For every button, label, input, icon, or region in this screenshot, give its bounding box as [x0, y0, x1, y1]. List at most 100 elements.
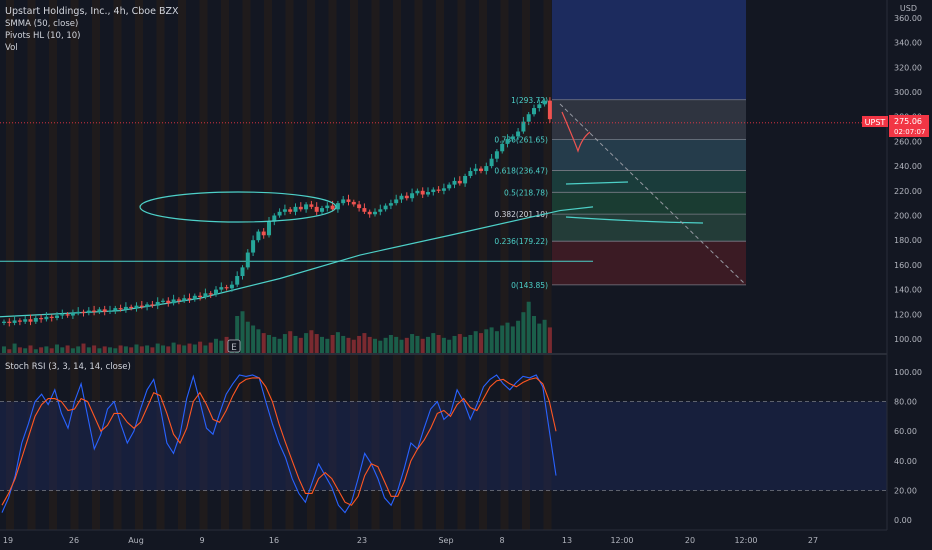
indicator-vol-label[interactable]: Vol [5, 43, 18, 53]
stoch-rsi-label[interactable]: Stoch RSI (3, 3, 14, 14, close) [5, 362, 131, 372]
candle-body [526, 114, 531, 122]
candle-body [224, 287, 229, 289]
candle-body [240, 267, 245, 277]
candle-body [102, 309, 107, 312]
candle-body [415, 190, 420, 194]
fibonacci-retracement[interactable]: 1(293.72) 0.786(261.65) 0.618(236.47) 0.5(2… [494, 96, 746, 290]
candlestick-series [2, 97, 552, 327]
price-tick-label: 180.00 [894, 236, 922, 245]
candle-body [108, 310, 112, 312]
last-price: 275.06 [894, 117, 922, 126]
volume-bar [123, 346, 128, 354]
candle-body [293, 206, 298, 212]
stoch-tick-label: 80.00 [894, 398, 917, 407]
candle-body [203, 293, 208, 298]
candle-body [452, 180, 457, 185]
volume-bar [198, 341, 203, 354]
volume-bar [171, 342, 176, 354]
volume-bar [219, 340, 224, 354]
volume-bar [357, 335, 362, 354]
volume-bar [113, 348, 118, 354]
candle-body [76, 311, 81, 314]
volume-bar [341, 335, 346, 354]
volume-bar [282, 334, 287, 354]
volume-bar [224, 336, 229, 354]
symbol-title[interactable]: Upstart Holdings, Inc., 4h, Cboe BZX [5, 6, 179, 17]
candle-body [304, 204, 309, 210]
volume-bar [97, 348, 102, 354]
projection-line[interactable] [559, 103, 746, 285]
volume-bar [86, 347, 91, 354]
session-stripe [500, 0, 509, 530]
price-tick-label: 160.00 [894, 261, 922, 270]
candle-body [441, 188, 446, 191]
volume-bar [272, 336, 277, 354]
price-tick-label: 360.00 [894, 14, 922, 23]
volume-bar [23, 348, 28, 354]
time-tick-label: 23 [357, 536, 367, 545]
candle-body [113, 308, 118, 311]
volume-bar [399, 339, 404, 354]
volume-bar [484, 329, 489, 354]
user-drawings[interactable] [139, 103, 746, 285]
fib-zone [552, 170, 746, 193]
fib-level-label: 0.382(201.10) [494, 210, 548, 219]
candle-body [473, 168, 478, 172]
smma-line [0, 206, 594, 318]
time-tick-label: 12:00 [734, 536, 757, 545]
volume-bar [277, 338, 282, 354]
indicator-pivots-label[interactable]: Pivots HL (10, 10) [5, 31, 81, 41]
candle-body [161, 300, 165, 302]
session-stripe [156, 0, 165, 530]
volume-bar [298, 337, 303, 354]
candle-body [60, 314, 65, 316]
volume-bar [81, 343, 86, 354]
candle-body [542, 100, 547, 105]
volume-bar [537, 323, 542, 354]
drawn-curve[interactable] [565, 216, 704, 224]
volume-bar [150, 347, 155, 354]
earnings-marker[interactable] [227, 339, 241, 353]
projection-path[interactable] [561, 111, 591, 153]
candle-body [516, 131, 521, 137]
candle-body [245, 252, 250, 268]
time-tick-label: 26 [69, 536, 79, 545]
time-tick-label: 12:00 [610, 536, 633, 545]
volume-bar [176, 344, 181, 354]
volume-bar [208, 342, 213, 354]
candle-body [256, 231, 261, 241]
drawn-curve[interactable] [565, 181, 629, 185]
candle-body [129, 306, 134, 309]
session-stripe [92, 0, 100, 530]
volume-bar [532, 316, 536, 354]
candle-body [272, 215, 277, 222]
candle-body [70, 313, 75, 316]
candle-body [267, 221, 271, 236]
candle-body [335, 203, 340, 210]
session-stripe [49, 0, 57, 530]
session-stripe [264, 0, 272, 530]
session-stripe [414, 0, 423, 530]
fib-level-label: 0.786(261.65) [494, 135, 548, 144]
drawn-ellipse[interactable] [139, 191, 337, 223]
candle-body [229, 284, 234, 289]
candle-body [97, 309, 102, 312]
session-stripe [135, 0, 143, 530]
candle-body [351, 201, 356, 205]
candle-body [219, 287, 224, 290]
volume-bar [314, 334, 319, 354]
price-tick-label: 260.00 [894, 137, 922, 146]
volume-bar [39, 347, 44, 354]
volume-bar [33, 349, 38, 354]
candle-body [251, 240, 256, 253]
candle-body [39, 318, 44, 320]
price-badge-bg [889, 115, 929, 137]
volume-bar [479, 333, 483, 354]
volume-bar [426, 336, 430, 354]
time-tick-label: 27 [808, 536, 818, 545]
session-stripe [6, 0, 14, 530]
volume-bar [139, 346, 144, 354]
indicator-smma-label[interactable]: SMMA (50, close) [5, 19, 78, 29]
session-stripe [543, 0, 552, 530]
